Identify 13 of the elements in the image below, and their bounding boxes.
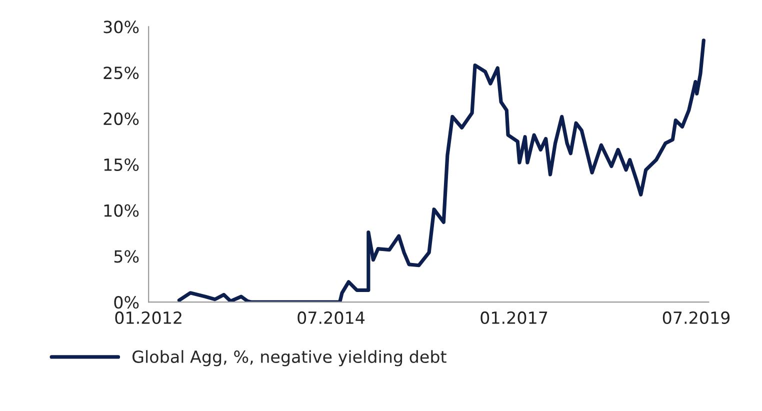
- line-series: [177, 38, 706, 302]
- y-tick-label: 20%: [104, 112, 139, 126]
- legend-label: Global Agg, %, negative yielding debt: [132, 350, 446, 366]
- y-tick-label: 25%: [104, 66, 139, 80]
- x-tick-label: 01.2012: [115, 311, 182, 324]
- x-tick-label: 07.2014: [298, 311, 365, 324]
- x-tick-label: 01.2017: [480, 311, 548, 324]
- y-tick-label: 15%: [104, 158, 139, 171]
- y-tick-label: 10%: [104, 204, 139, 217]
- y-tick-label: 5%: [114, 250, 139, 263]
- x-tick-label: 07.2019: [662, 311, 730, 324]
- y-tick-label: 0%: [114, 296, 139, 309]
- y-tick-label: 30%: [104, 20, 139, 34]
